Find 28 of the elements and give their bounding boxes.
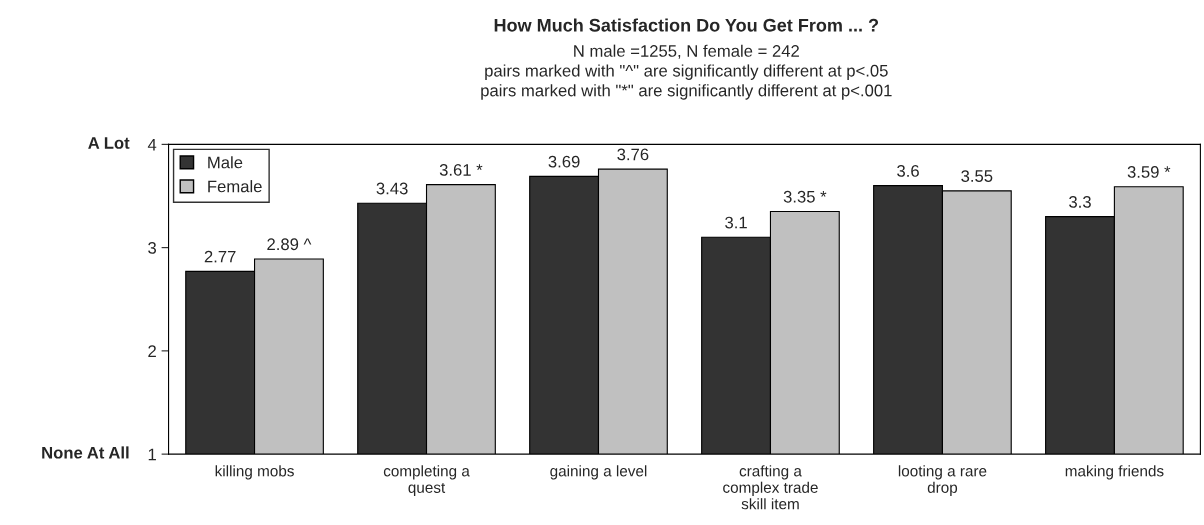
- chart-subtitle: N male =1255, N female = 242 pairs marked with "^" are significantly different at p<.05 pairs marked with "*" are significantly different at p<.001: [481, 44, 892, 100]
- y-tick-label: 4: [147, 138, 157, 151]
- legend-label: Female: [208, 180, 262, 193]
- data-label: 3.61 *: [439, 163, 483, 176]
- text: A Lot: [88, 137, 130, 149]
- x-tick-label: gaining a level: [550, 465, 647, 480]
- y-tick-label: 3: [148, 242, 157, 254]
- x-tick-label: making friends: [1065, 465, 1164, 480]
- data-label: 3.76: [617, 148, 649, 161]
- data-label: 3.69: [548, 155, 580, 168]
- x-tick-label: killing mobs: [215, 465, 294, 480]
- chart-title: How Much Satisfaction Do You Get From ... ?: [494, 18, 879, 32]
- text: None At All: [42, 446, 129, 459]
- data-label: 3.1: [725, 216, 747, 229]
- y-tick-label: 2: [148, 345, 156, 357]
- data-label: 3.3: [1069, 196, 1091, 208]
- data-label: 3.59 *: [1127, 166, 1171, 178]
- data-label: 3.55: [961, 170, 993, 182]
- x-tick-label: looting a rare drop: [898, 465, 987, 496]
- legend-label: Male: [208, 156, 243, 169]
- x-tick-label: completing a quest: [383, 465, 470, 496]
- data-label: 3.43: [376, 182, 408, 195]
- data-label: 2.89 ^: [267, 238, 312, 251]
- data-label: 3.35 *: [783, 190, 827, 203]
- data-label: 3.6: [897, 165, 919, 177]
- y-tick-label: 1: [148, 448, 156, 461]
- data-label: 2.77: [204, 250, 236, 263]
- x-tick-label: crafting a complex trade skill item: [723, 465, 818, 510]
